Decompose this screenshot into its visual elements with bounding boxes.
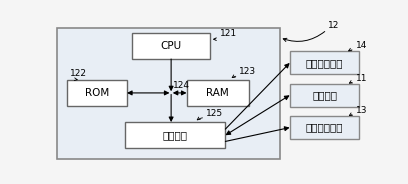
Bar <box>186 80 248 106</box>
Text: 121: 121 <box>220 29 237 38</box>
Text: 状态监测模块: 状态监测模块 <box>306 58 343 68</box>
Text: 14: 14 <box>356 41 367 50</box>
Text: 13: 13 <box>356 106 367 115</box>
Text: 工作执行模块: 工作执行模块 <box>306 123 343 132</box>
Text: CPU: CPU <box>161 41 182 51</box>
Text: 11: 11 <box>356 74 367 83</box>
Bar <box>67 80 127 106</box>
Bar <box>290 84 359 107</box>
Bar <box>290 116 359 139</box>
Text: 125: 125 <box>206 109 223 118</box>
Text: 通信模块: 通信模块 <box>312 90 337 100</box>
Bar <box>124 122 225 148</box>
Bar <box>290 51 359 75</box>
Text: 123: 123 <box>239 68 257 76</box>
Text: 12: 12 <box>328 21 340 30</box>
Bar <box>132 33 210 59</box>
Text: 通信接口: 通信接口 <box>162 130 188 140</box>
Text: 124: 124 <box>173 81 190 90</box>
Text: 122: 122 <box>70 69 86 78</box>
Text: RAM: RAM <box>206 88 229 98</box>
Text: ROM: ROM <box>84 88 109 98</box>
Bar <box>57 28 280 159</box>
